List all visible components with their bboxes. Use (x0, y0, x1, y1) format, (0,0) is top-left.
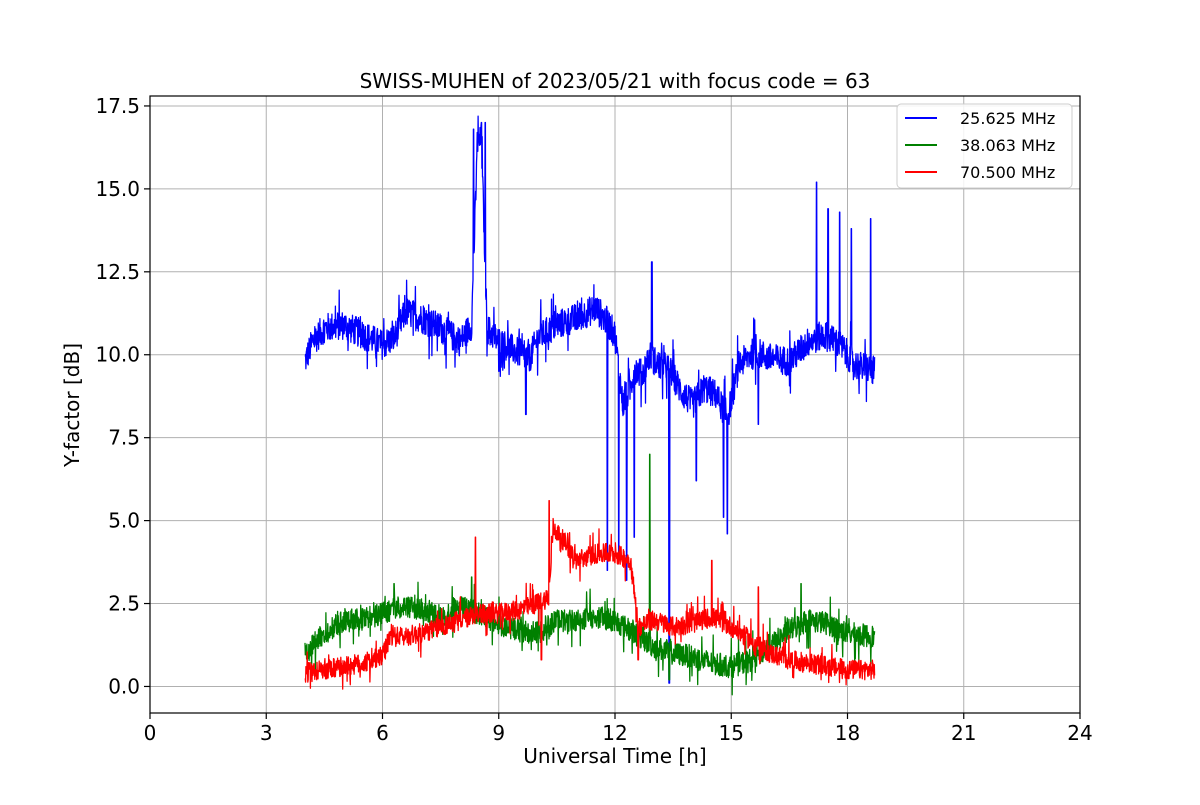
x-tick-label: 24 (1067, 721, 1092, 745)
y-tick-label: 17.5 (95, 94, 140, 118)
y-tick-label: 10.0 (95, 343, 140, 367)
series-38mhz (304, 453, 876, 696)
y-tick-label: 15.0 (95, 177, 140, 201)
y-tick-label: 7.5 (108, 426, 140, 450)
x-tick-label: 9 (492, 721, 505, 745)
x-tick-label: 6 (376, 721, 389, 745)
x-tick-label: 12 (602, 721, 627, 745)
x-tick-label: 3 (260, 721, 273, 745)
y-axis-label: Y-factor [dB] (60, 343, 84, 468)
legend-box (896, 103, 1073, 189)
legend: 25.625 MHz 38.063 MHz 70.500 MHz (896, 103, 1073, 189)
y-tick-label: 5.0 (108, 509, 140, 533)
series-lines (304, 115, 876, 696)
axis-ticks: 0 3 6 9 12 15 18 21 24 0.0 2.5 5.0 7.5 10.0 12.5 15.0 17… (95, 94, 1092, 745)
legend-label-25mhz: 25.625 MHz (960, 109, 1055, 128)
x-axis-label: Universal Time [h] (523, 744, 706, 768)
x-tick-label: 18 (835, 721, 860, 745)
x-tick-label: 0 (144, 721, 157, 745)
y-tick-label: 0.0 (108, 674, 140, 698)
legend-label-70mhz: 70.500 MHz (960, 163, 1055, 182)
x-tick-label: 15 (719, 721, 744, 745)
chart-title: SWISS-MUHEN of 2023/05/21 with focus cod… (360, 69, 871, 93)
legend-label-38mhz: 38.063 MHz (960, 136, 1055, 155)
series-25mhz (304, 115, 876, 684)
series-70mhz (304, 500, 876, 690)
x-tick-label: 21 (951, 721, 976, 745)
y-tick-label: 12.5 (95, 260, 140, 284)
y-tick-label: 2.5 (108, 592, 140, 616)
